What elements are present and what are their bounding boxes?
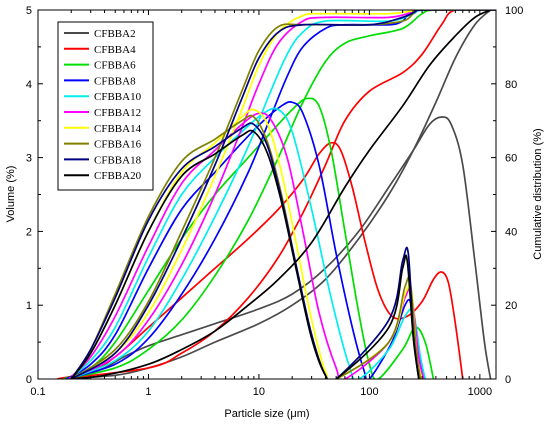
- legend-label-cfbba8: CFBBA8: [94, 75, 136, 87]
- y-axis-title: Volume (%): [5, 166, 17, 223]
- legend-box: [57, 21, 154, 191]
- cumulative-line-cfbba20: [71, 10, 491, 379]
- x-tick-label: 100: [360, 386, 378, 398]
- cumulative-line-cfbba6: [63, 10, 496, 379]
- volume-line-cfbba2: [57, 116, 492, 379]
- y2-tick-label: 40: [505, 226, 517, 238]
- legend-label-cfbba20: CFBBA20: [94, 170, 142, 182]
- x-tick-label: 1000: [468, 386, 492, 398]
- legend-label-cfbba10: CFBBA10: [94, 91, 142, 103]
- volume-line-cfbba20: [70, 129, 420, 379]
- legend-label-cfbba4: CFBBA4: [94, 44, 136, 56]
- volume-line-cfbba4: [57, 141, 464, 379]
- volume-line-cfbba10: [68, 107, 427, 379]
- volume-line-cfbba16: [70, 114, 422, 379]
- x-tick-label: 10: [253, 386, 265, 398]
- y-tick-label: 2: [26, 226, 32, 238]
- y2-tick-label: 80: [505, 79, 517, 91]
- y-tick-label: 5: [26, 5, 32, 17]
- legend-label-cfbba2: CFBBA2: [94, 28, 136, 40]
- y2-tick-label: 60: [505, 153, 517, 165]
- y2-tick-label: 100: [505, 5, 523, 17]
- y-tick-label: 4: [26, 79, 32, 91]
- volume-line-cfbba12: [68, 112, 425, 379]
- axes-layer: 0.1 1 10 100 1000 0 1 2 3 4 5 0 20 40 60 80 100: [26, 5, 523, 398]
- legend: CFBBA2 CFBBA4 CFBBA6 CFBBA8 CFBBA10 CFBBA12 CF…: [57, 21, 154, 191]
- y-tick-label: 1: [26, 300, 32, 312]
- legend-label-cfbba6: CFBBA6: [94, 60, 136, 72]
- x-tick-label: 1: [145, 386, 151, 398]
- volume-line-cfbba6: [63, 97, 435, 379]
- y2-tick-label: 0: [505, 374, 511, 386]
- y-tick-label: 0: [26, 374, 32, 386]
- legend-label-cfbba14: CFBBA14: [94, 123, 142, 135]
- cumulative-line-cfbba18: [70, 10, 496, 379]
- cumulative-line-cfbba16: [70, 10, 496, 379]
- y2-axis-title: Cumulative distribution (%): [532, 128, 544, 259]
- y2-tick-label: 20: [505, 300, 517, 312]
- x-axis-title: Particle size (μm): [224, 408, 309, 420]
- x-tick-label: 0.1: [30, 386, 45, 398]
- y-tick-label: 3: [26, 153, 32, 165]
- legend-label-cfbba18: CFBBA18: [94, 154, 142, 166]
- cumulative-line-cfbba4: [57, 10, 496, 379]
- volume-line-cfbba8: [65, 101, 427, 379]
- legend-label-cfbba12: CFBBA12: [94, 107, 141, 119]
- legend-label-cfbba16: CFBBA16: [94, 139, 142, 151]
- series-layer: [57, 10, 496, 379]
